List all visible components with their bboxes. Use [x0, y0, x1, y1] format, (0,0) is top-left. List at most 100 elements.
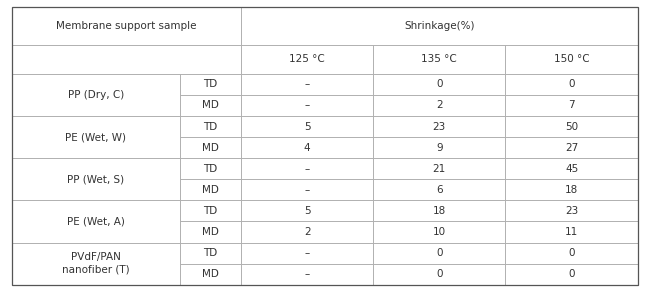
Bar — [241, 264, 373, 285]
Text: TD: TD — [203, 121, 218, 132]
Text: 135 °C: 135 °C — [421, 54, 457, 64]
Text: 23: 23 — [433, 121, 446, 132]
Bar — [506, 95, 638, 116]
Bar — [12, 116, 179, 158]
Text: –: – — [304, 248, 310, 258]
Text: TD: TD — [203, 164, 218, 174]
Bar — [12, 74, 179, 116]
Text: 0: 0 — [569, 269, 575, 279]
Text: 0: 0 — [569, 248, 575, 258]
Bar — [506, 221, 638, 243]
Text: MD: MD — [202, 269, 219, 279]
Text: PVdF/PAN
nanofiber (T): PVdF/PAN nanofiber (T) — [62, 252, 129, 275]
Bar — [373, 116, 506, 137]
Text: PE (Wet, W): PE (Wet, W) — [65, 132, 126, 142]
Text: 0: 0 — [569, 79, 575, 89]
Bar — [373, 200, 506, 221]
Text: 7: 7 — [569, 100, 575, 110]
Bar — [12, 200, 179, 243]
Text: Membrane support sample: Membrane support sample — [56, 21, 196, 31]
Bar — [506, 158, 638, 179]
Bar — [506, 243, 638, 264]
Bar — [241, 95, 373, 116]
Text: 5: 5 — [304, 121, 311, 132]
Bar — [179, 74, 241, 95]
Bar — [241, 158, 373, 179]
Text: 4: 4 — [304, 143, 311, 153]
Bar — [241, 116, 373, 137]
Text: 0: 0 — [436, 248, 443, 258]
Bar — [179, 243, 241, 264]
Text: PP (Wet, S): PP (Wet, S) — [67, 174, 124, 184]
Text: 21: 21 — [433, 164, 446, 174]
Bar — [373, 95, 506, 116]
Bar — [179, 200, 241, 221]
Text: –: – — [304, 100, 310, 110]
Bar — [373, 221, 506, 243]
Text: 23: 23 — [566, 206, 578, 216]
Text: 0: 0 — [436, 269, 443, 279]
Bar — [241, 179, 373, 200]
Bar — [241, 7, 638, 45]
Bar — [373, 264, 506, 285]
Text: –: – — [304, 185, 310, 195]
Text: MD: MD — [202, 143, 219, 153]
Bar — [373, 243, 506, 264]
Bar — [373, 158, 506, 179]
Text: –: – — [304, 164, 310, 174]
Text: 2: 2 — [436, 100, 443, 110]
Bar — [506, 116, 638, 137]
Text: MD: MD — [202, 185, 219, 195]
Text: 11: 11 — [566, 227, 578, 237]
Bar — [241, 221, 373, 243]
Bar — [179, 221, 241, 243]
Text: –: – — [304, 269, 310, 279]
Bar — [12, 45, 241, 74]
Bar — [241, 200, 373, 221]
Text: MD: MD — [202, 227, 219, 237]
Text: TD: TD — [203, 79, 218, 89]
Bar — [179, 179, 241, 200]
Bar — [241, 74, 373, 95]
Text: 150 °C: 150 °C — [554, 54, 590, 64]
Text: –: – — [304, 79, 310, 89]
Bar — [373, 45, 506, 74]
Text: 125 °C: 125 °C — [289, 54, 325, 64]
Text: MD: MD — [202, 100, 219, 110]
Bar — [241, 137, 373, 158]
Bar — [12, 158, 179, 200]
Text: 9: 9 — [436, 143, 443, 153]
Text: 18: 18 — [566, 185, 578, 195]
Bar — [179, 116, 241, 137]
Text: TD: TD — [203, 206, 218, 216]
Text: 0: 0 — [436, 79, 443, 89]
Bar — [12, 243, 179, 285]
Bar — [179, 158, 241, 179]
Bar — [179, 137, 241, 158]
Text: TD: TD — [203, 248, 218, 258]
Text: 6: 6 — [436, 185, 443, 195]
Text: 2: 2 — [304, 227, 311, 237]
Bar — [506, 179, 638, 200]
Text: PP (Dry, C): PP (Dry, C) — [68, 90, 124, 100]
Text: 45: 45 — [566, 164, 578, 174]
Bar — [373, 74, 506, 95]
Bar — [506, 74, 638, 95]
Bar — [12, 7, 241, 45]
Text: 18: 18 — [433, 206, 446, 216]
Bar — [506, 137, 638, 158]
Text: 5: 5 — [304, 206, 311, 216]
Bar — [506, 264, 638, 285]
Text: 27: 27 — [566, 143, 578, 153]
Text: Shrinkage(%): Shrinkage(%) — [404, 21, 475, 31]
Text: 50: 50 — [566, 121, 578, 132]
Bar — [506, 45, 638, 74]
Bar — [179, 264, 241, 285]
Bar — [373, 179, 506, 200]
Bar — [241, 243, 373, 264]
Bar — [179, 95, 241, 116]
Text: 10: 10 — [433, 227, 446, 237]
Bar — [241, 45, 373, 74]
Bar — [506, 200, 638, 221]
Bar — [373, 137, 506, 158]
